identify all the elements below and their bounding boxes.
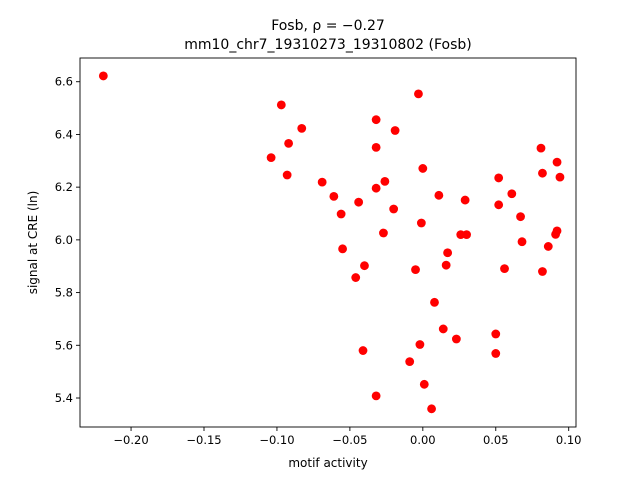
y-tick-label-6: 6.6 — [55, 75, 73, 89]
data-point-19 — [351, 273, 361, 282]
data-point-22 — [414, 89, 423, 99]
data-point-4 — [266, 153, 276, 163]
data-point-43 — [517, 237, 527, 247]
data-points — [98, 71, 565, 414]
data-point-38 — [451, 334, 461, 344]
data-point-39 — [494, 173, 504, 183]
y-axis-ticks: 5.4 5.6 5.8 6.0 6.2 6.4 6.6 — [55, 75, 80, 405]
data-point-48 — [538, 168, 547, 178]
x-axis-ticks: −0.20 −0.15 −0.10 −0.05 0.00 0.05 0.10 — [113, 427, 582, 447]
data-point-23 — [418, 164, 428, 173]
data-point-13 — [371, 183, 381, 193]
data-point-16 — [389, 204, 399, 214]
data-point-46 — [491, 349, 501, 358]
data-point-26 — [434, 190, 444, 200]
data-point-47 — [536, 143, 546, 153]
data-point-50 — [555, 172, 565, 182]
data-point-41 — [507, 189, 517, 199]
y-tick-label-4: 6.2 — [55, 180, 73, 194]
x-tick-label-2: −0.10 — [259, 433, 294, 447]
data-point-1 — [276, 100, 286, 110]
data-point-2 — [297, 123, 307, 133]
chart-title-line1: Fosb, ρ = −0.27 — [271, 18, 385, 34]
data-point-33 — [419, 379, 429, 389]
data-point-14 — [380, 176, 390, 186]
data-point-42 — [516, 212, 525, 222]
data-point-34 — [427, 404, 436, 414]
x-tick-label-1: −0.15 — [186, 433, 221, 447]
data-point-44 — [500, 264, 509, 273]
data-point-12 — [371, 142, 381, 152]
data-point-37 — [462, 230, 471, 239]
data-point-27 — [441, 260, 451, 270]
data-point-3 — [284, 139, 294, 148]
x-tick-label-0: −0.20 — [113, 433, 148, 447]
data-point-28 — [443, 248, 453, 258]
data-point-6 — [317, 177, 327, 187]
x-axis-label: motif activity — [288, 456, 367, 470]
x-tick-label-6: 0.10 — [556, 433, 582, 447]
data-point-8 — [336, 209, 346, 219]
x-tick-label-3: −0.05 — [332, 433, 367, 447]
data-point-32 — [405, 357, 415, 367]
data-point-20 — [358, 346, 368, 355]
y-tick-label-0: 5.4 — [55, 391, 73, 405]
data-point-25 — [411, 265, 420, 275]
data-point-10 — [354, 197, 364, 207]
data-point-49 — [552, 157, 562, 167]
y-tick-label-1: 5.6 — [55, 338, 73, 352]
x-tick-label-4: 0.00 — [410, 433, 436, 447]
plot-frame — [79, 57, 577, 428]
x-tick-label-5: 0.05 — [483, 433, 509, 447]
data-point-53 — [543, 242, 553, 251]
data-point-11 — [371, 115, 381, 125]
data-point-52 — [551, 229, 560, 239]
data-point-29 — [430, 297, 439, 307]
data-point-5 — [282, 170, 292, 180]
data-point-30 — [438, 324, 448, 334]
data-point-31 — [415, 340, 425, 349]
data-point-45 — [491, 329, 501, 339]
data-point-17 — [379, 228, 388, 238]
data-point-54 — [538, 267, 547, 276]
y-tick-label-3: 6.0 — [55, 233, 73, 247]
data-point-40 — [494, 200, 504, 210]
chart-title-line2: mm10_chr7_19310273_19310802 (Fosb) — [184, 37, 472, 53]
y-tick-label-2: 5.8 — [55, 286, 73, 300]
data-point-9 — [338, 244, 347, 254]
data-point-0 — [98, 71, 108, 81]
y-axis-label: signal at CRE (ln) — [26, 191, 40, 295]
data-point-24 — [416, 218, 426, 228]
data-point-15 — [390, 126, 400, 135]
y-tick-label-5: 6.4 — [55, 127, 73, 141]
data-point-35 — [460, 195, 470, 205]
data-point-18 — [360, 261, 369, 271]
data-point-21 — [371, 391, 381, 401]
data-point-7 — [329, 191, 339, 201]
